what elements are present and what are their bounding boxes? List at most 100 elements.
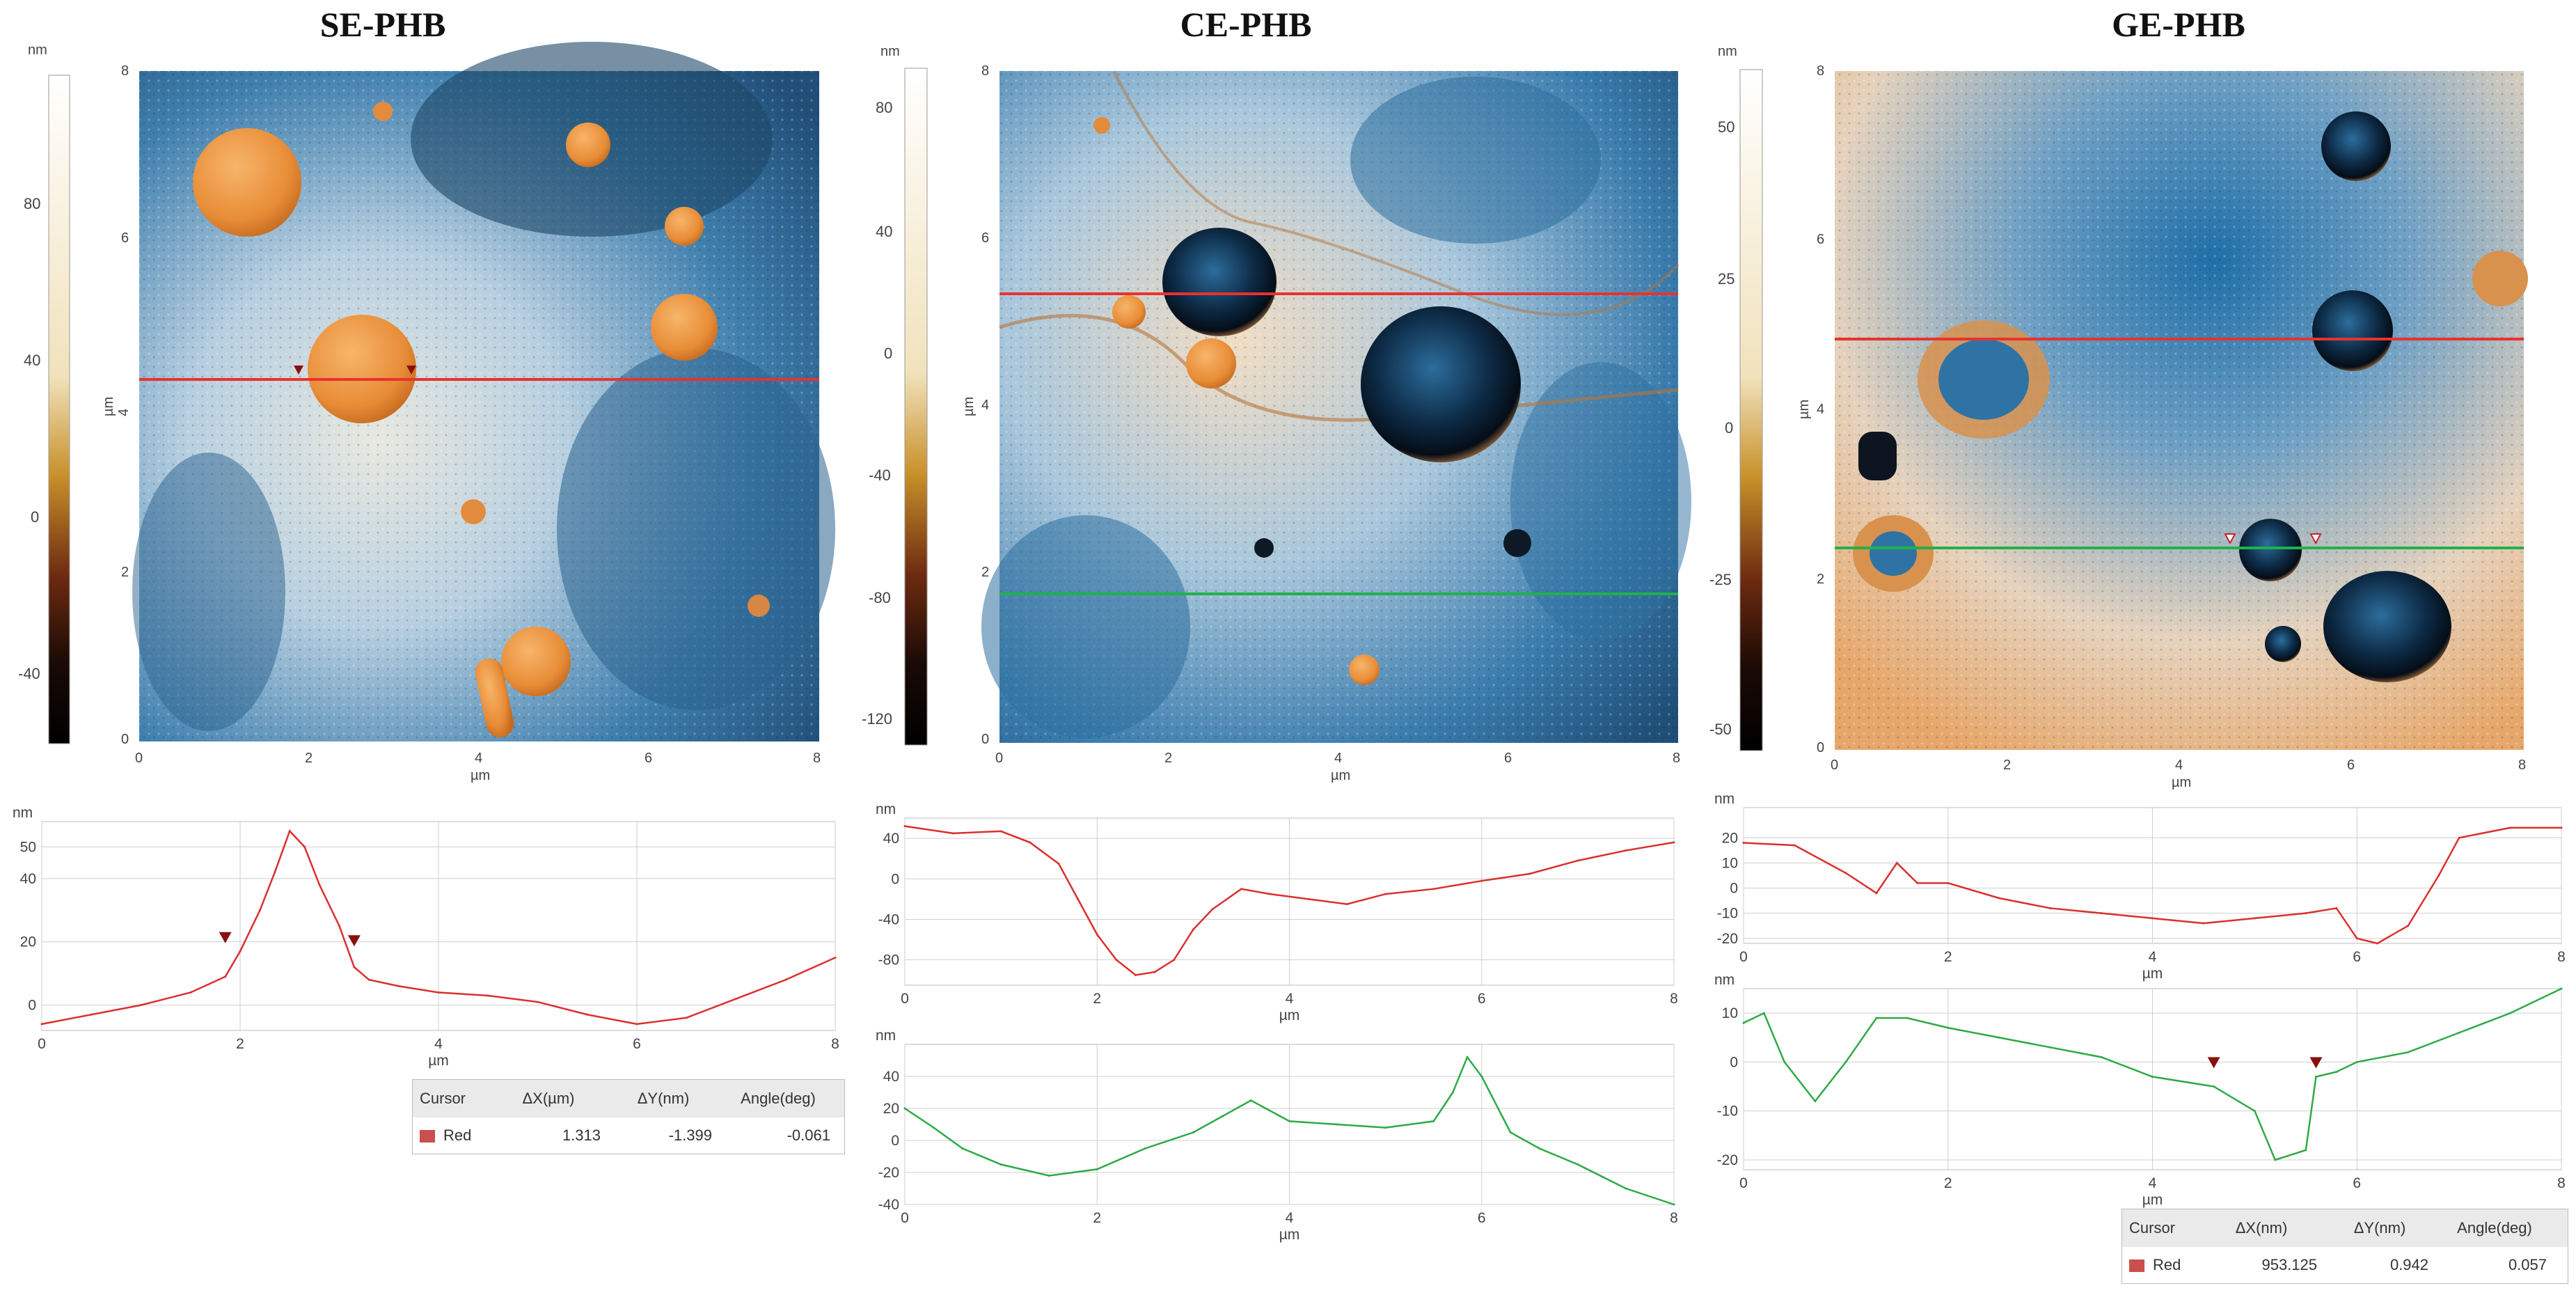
svg-text:-120: -120	[862, 710, 892, 728]
table-header: Cursor	[2129, 1219, 2176, 1237]
svg-text:µm: µm	[101, 397, 116, 416]
y-axis-label: nm	[876, 1028, 896, 1044]
y-tick-label: 0	[1730, 1054, 1738, 1070]
data-point	[1875, 1017, 1878, 1019]
svg-text:2: 2	[121, 565, 129, 580]
data-point	[40, 1023, 43, 1026]
data-point	[2335, 1070, 2338, 1073]
series-line-red	[1743, 826, 2561, 945]
se-particle	[665, 207, 704, 246]
svg-text:4: 4	[1334, 751, 1342, 766]
x-axis-label: µm	[2142, 966, 2163, 982]
data-point	[1577, 859, 1579, 862]
data-point	[2274, 1159, 2277, 1161]
data-point	[338, 925, 340, 927]
data-point	[903, 1107, 906, 1110]
red-swatch	[2129, 1259, 2144, 1273]
svg-text:0: 0	[135, 751, 143, 766]
svg-text:0: 0	[884, 345, 892, 362]
data-point	[2355, 937, 2358, 940]
x-tick-label: 2	[236, 1036, 244, 1052]
svg-text:8: 8	[2518, 758, 2526, 773]
red-swatch	[420, 1130, 435, 1143]
y-tick-label: 10	[1722, 855, 1738, 871]
data-point	[999, 830, 1002, 833]
cursor-marker	[2207, 1057, 2220, 1069]
y-axis-label: nm	[876, 801, 896, 817]
data-point	[1466, 1055, 1469, 1058]
svg-text:2: 2	[1164, 751, 1172, 766]
ce-colorbar: nm 80 40 0 -40 -80 -120	[862, 44, 928, 746]
data-point	[1625, 1187, 1627, 1190]
data-point	[735, 998, 737, 1000]
data-point	[487, 994, 489, 997]
se-colorbar-tick: 0	[31, 508, 39, 526]
se-colorbar-tick: 40	[24, 352, 40, 369]
data-point	[1221, 1115, 1224, 1117]
data-point	[2355, 1060, 2358, 1063]
svg-text:0: 0	[1831, 758, 1838, 773]
x-tick-label: 8	[831, 1036, 839, 1052]
data-point	[961, 1147, 964, 1149]
y-tick-label: -20	[878, 1165, 899, 1181]
svg-text:nm: nm	[880, 44, 900, 59]
data-point	[951, 832, 954, 835]
data-point	[368, 978, 370, 981]
data-point	[2560, 826, 2563, 829]
svg-text:6: 6	[645, 751, 652, 766]
data-point	[1906, 1017, 1909, 1019]
svg-text:6: 6	[121, 230, 129, 246]
svg-text:8: 8	[813, 751, 821, 766]
se-colorbar-tick: 80	[24, 195, 40, 212]
y-tick-label: 0	[891, 871, 899, 887]
data-point	[1480, 879, 1483, 882]
y-tick-label: 20	[20, 934, 36, 950]
svg-text:6: 6	[1504, 751, 1512, 766]
x-axis-label: µm	[2142, 1192, 2163, 1208]
series-line-red	[41, 829, 836, 1026]
data-point	[1783, 1060, 1786, 1063]
data-point	[189, 991, 192, 994]
ge-pore	[2321, 111, 2391, 181]
y-tick-label: -40	[878, 911, 899, 927]
data-point	[903, 825, 906, 828]
data-point	[1249, 1099, 1252, 1101]
data-point	[2305, 912, 2307, 915]
data-point	[2253, 1110, 2256, 1113]
data-point	[1895, 861, 1898, 864]
svg-text:-25: -25	[1709, 571, 1732, 588]
x-tick-label: 0	[901, 991, 909, 1007]
table-header: Angle(deg)	[2457, 1219, 2532, 1237]
x-axis-label: µm	[1279, 1007, 1300, 1023]
data-point	[2315, 1075, 2317, 1078]
y-tick-label: 10	[1722, 1005, 1738, 1021]
data-point	[1480, 1075, 1483, 1078]
data-point	[1451, 1091, 1454, 1094]
data-point	[1384, 893, 1387, 895]
data-point	[1240, 888, 1242, 890]
data-point	[2509, 1012, 2512, 1014]
y-tick-label: 0	[1730, 881, 1738, 897]
data-point	[90, 1013, 93, 1016]
x-tick-label: 2	[1944, 949, 1952, 965]
se-particle	[651, 294, 718, 361]
data-point	[2437, 874, 2440, 877]
data-point	[586, 1013, 589, 1016]
data-point	[1998, 897, 2000, 900]
ge-pore	[2239, 519, 2302, 581]
data-point	[2560, 987, 2563, 990]
data-point	[1875, 892, 1878, 895]
data-point	[1077, 897, 1080, 900]
data-point	[1173, 959, 1176, 962]
y-axis-label: nm	[1714, 972, 1735, 988]
data-point	[2049, 1046, 2052, 1049]
data-point	[1742, 842, 1745, 845]
data-point	[239, 950, 242, 952]
se-cursor-table: Cursor ΔX(µm) ΔY(nm) Angle(deg) Red 1.31…	[412, 1079, 845, 1154]
data-point	[1432, 888, 1435, 890]
data-point	[1998, 1036, 2000, 1039]
x-tick-label: 2	[1944, 1175, 1952, 1191]
svg-text:2: 2	[2003, 758, 2011, 773]
x-tick-label: 8	[2557, 1175, 2566, 1191]
y-tick-label: 40	[883, 1069, 899, 1085]
